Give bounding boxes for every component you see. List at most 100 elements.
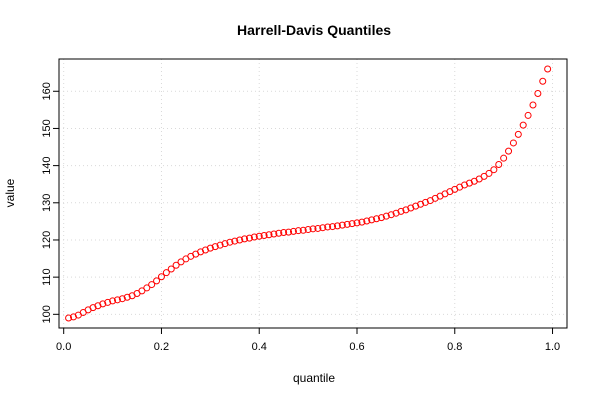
y-tick-label: 110 <box>41 268 53 286</box>
plot-frame <box>58 58 568 329</box>
data-point <box>373 215 381 223</box>
data-point <box>265 231 273 239</box>
data-point <box>69 313 77 321</box>
data-point <box>143 284 151 292</box>
data-point <box>333 222 341 230</box>
data-point <box>495 161 503 169</box>
data-point <box>343 220 351 228</box>
data-point <box>285 228 293 236</box>
chart-title: Harrell-Davis Quantiles <box>237 22 391 38</box>
data-point <box>505 147 513 155</box>
data-point <box>363 217 371 225</box>
y-tick-label: 100 <box>41 305 53 323</box>
data-point <box>153 277 161 285</box>
x-tick-label: 0.4 <box>252 341 267 353</box>
data-point <box>206 244 214 252</box>
data-point <box>544 65 552 73</box>
data-point <box>338 221 346 229</box>
x-axis-label: quantile <box>293 371 335 385</box>
data-point <box>201 246 209 254</box>
data-point <box>397 207 405 215</box>
data-point <box>534 89 542 97</box>
x-tick-label: 0.8 <box>447 341 462 353</box>
data-point <box>358 218 366 226</box>
data-point <box>65 314 73 322</box>
data-point <box>309 225 317 233</box>
data-point <box>519 121 527 129</box>
data-point <box>407 204 415 212</box>
y-tick-label: 140 <box>41 156 53 174</box>
data-point <box>353 219 361 227</box>
data-point <box>99 300 107 308</box>
data-point <box>524 111 532 119</box>
data-point <box>500 154 508 162</box>
grid <box>59 59 567 328</box>
data-point <box>211 243 219 251</box>
data-point <box>392 209 400 217</box>
data-point <box>197 248 205 256</box>
data-point <box>113 296 121 304</box>
data-point <box>231 237 239 245</box>
data-point <box>412 202 420 210</box>
data-point <box>417 200 425 208</box>
y-tick-label: 130 <box>41 194 53 212</box>
data-point <box>382 212 390 220</box>
x-tick-label: 0.2 <box>154 341 169 353</box>
data-point <box>236 236 244 244</box>
data-point <box>275 229 283 237</box>
data-point <box>539 77 547 85</box>
data-point <box>172 261 180 269</box>
data-point <box>485 169 493 177</box>
data-point <box>177 258 185 266</box>
data-point <box>509 139 517 147</box>
data-point <box>221 240 229 248</box>
y-axis: 100 110 120 130 140 150 160 <box>41 82 59 323</box>
data-point <box>368 216 376 224</box>
y-axis-label: value <box>3 178 17 207</box>
data-point <box>255 232 263 240</box>
data-point <box>421 198 429 206</box>
data-point <box>465 179 473 187</box>
x-tick-label: 0.0 <box>56 341 71 353</box>
data-point <box>123 293 131 301</box>
data-point <box>324 223 332 231</box>
data-point <box>490 166 498 174</box>
data-point <box>514 130 522 138</box>
data-point <box>245 234 253 242</box>
x-axis: 0.0 0.2 0.4 0.6 0.8 1.0 <box>56 328 560 353</box>
data-point <box>241 235 249 243</box>
data-point <box>109 297 117 305</box>
data-point <box>118 295 126 303</box>
data-point <box>260 232 268 240</box>
data-point <box>314 224 322 232</box>
data-point <box>294 227 302 235</box>
data-point <box>402 206 410 214</box>
data-point <box>280 229 288 237</box>
data-point <box>329 223 337 231</box>
data-point <box>348 220 356 228</box>
data-point <box>270 230 278 238</box>
x-tick-label: 1.0 <box>545 341 560 353</box>
data-point <box>167 265 175 273</box>
data-point <box>377 214 385 222</box>
data-point <box>162 269 170 277</box>
y-tick-label: 160 <box>41 82 53 100</box>
data-point <box>299 226 307 234</box>
x-tick-label: 0.6 <box>349 341 364 353</box>
data-point <box>319 224 327 232</box>
data-point <box>480 172 488 180</box>
y-tick-label: 150 <box>41 119 53 137</box>
y-tick-label: 120 <box>41 231 53 249</box>
data-point <box>157 273 165 281</box>
data-point <box>104 298 112 306</box>
data-point <box>529 101 537 109</box>
data-point <box>304 226 312 234</box>
data-point <box>216 241 224 249</box>
data-point <box>461 181 469 189</box>
data-point <box>289 227 297 235</box>
data-points <box>65 65 552 322</box>
data-point <box>138 287 146 295</box>
data-point <box>89 304 97 312</box>
data-point <box>94 302 102 310</box>
